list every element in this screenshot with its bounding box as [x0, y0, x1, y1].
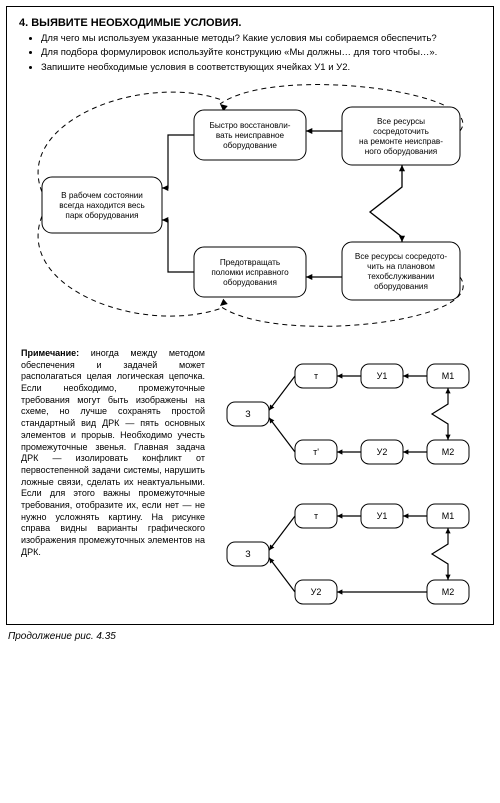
svg-text:ного оборудования: ного оборудования: [365, 147, 437, 156]
note-body: иногда между методом обеспечения и задач…: [21, 348, 205, 557]
svg-text:Все ресурсы: Все ресурсы: [377, 117, 425, 126]
svg-text:на ремонте неисправ-: на ремонте неисправ-: [359, 137, 443, 146]
main-flow-diagram: В рабочем состояниивсегда находится весь…: [22, 82, 478, 330]
svg-text:З: З: [245, 549, 250, 559]
svg-text:У2: У2: [377, 447, 388, 457]
svg-text:чить на плановом: чить на плановом: [367, 262, 435, 271]
bullet-item: Запишите необходимые условия в соответст…: [41, 62, 481, 74]
section-heading: 4. ВЫЯВИТЕ НЕОБХОДИМЫЕ УСЛОВИЯ.: [19, 17, 481, 29]
svg-text:сосредоточить: сосредоточить: [373, 127, 429, 136]
svg-text:Предотвращать: Предотвращать: [220, 258, 280, 267]
svg-text:оборудования: оборудования: [374, 282, 428, 291]
svg-text:вать неисправное: вать неисправное: [216, 131, 285, 140]
page-frame: 4. ВЫЯВИТЕ НЕОБХОДИМЫЕ УСЛОВИЯ. Для чего…: [6, 6, 494, 625]
note-paragraph: Примечание: иногда между методом обеспеч…: [21, 348, 205, 616]
svg-text:поломки исправного: поломки исправного: [211, 268, 289, 277]
bullet-item: Для подбора формулировок используйте кон…: [41, 47, 481, 59]
svg-text:т: т: [314, 371, 318, 381]
svg-text:техобслуживании: техобслуживании: [368, 272, 435, 281]
svg-text:М2: М2: [442, 447, 455, 457]
svg-text:У1: У1: [377, 511, 388, 521]
svg-text:У1: У1: [377, 371, 388, 381]
mini-diagrams: Зт т' У1 У2 М1 М2 Зт У1 У2 М1 М2: [217, 354, 481, 614]
figure-caption: Продолжение рис. 4.35: [8, 631, 500, 642]
svg-text:Быстро восстановли-: Быстро восстановли-: [209, 121, 290, 130]
svg-text:всегда находится весь: всегда находится весь: [59, 201, 145, 210]
svg-text:М1: М1: [442, 371, 455, 381]
svg-text:В рабочем состоянии: В рабочем состоянии: [61, 191, 143, 200]
svg-text:т: т: [314, 511, 318, 521]
svg-text:парк оборудования: парк оборудования: [65, 211, 138, 220]
svg-text:М2: М2: [442, 587, 455, 597]
bullet-item: Для чего мы используем указанные методы?…: [41, 33, 481, 45]
bullet-list: Для чего мы используем указанные методы?…: [19, 33, 481, 74]
svg-text:оборудование: оборудование: [223, 141, 277, 150]
svg-text:М1: М1: [442, 511, 455, 521]
note-bold: Примечание:: [21, 348, 79, 358]
svg-text:т': т': [313, 447, 319, 457]
svg-text:З: З: [245, 409, 250, 419]
svg-text:Все ресурсы сосредото-: Все ресурсы сосредото-: [355, 252, 448, 261]
svg-text:оборудования: оборудования: [223, 278, 277, 287]
svg-text:У2: У2: [311, 587, 322, 597]
